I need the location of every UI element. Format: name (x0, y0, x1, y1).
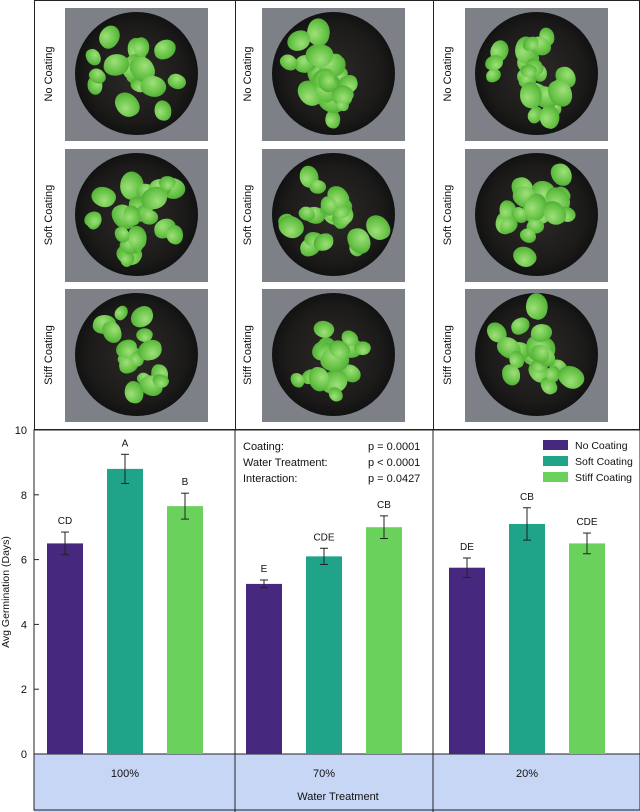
y-tick-label: 10 (15, 425, 27, 437)
significance-letter: CD (58, 516, 72, 527)
y-tick-label: 0 (21, 749, 27, 761)
stat-value: p = 0.0427 (368, 473, 420, 485)
x-axis-label: Water Treatment (297, 791, 379, 803)
significance-letter: B (182, 477, 189, 488)
bar (509, 523, 545, 754)
significance-letter: CDE (576, 517, 597, 528)
category-labels: 100% 70% 20% (111, 768, 538, 780)
stat-label: Interaction: (243, 473, 297, 485)
legend-swatch (543, 440, 568, 450)
legend: No Coating Soft Coating Stiff Coating (543, 440, 633, 484)
plant-photo (465, 149, 608, 282)
x-axis-band (34, 754, 640, 812)
bar (246, 583, 282, 754)
stat-value: p < 0.0001 (368, 457, 420, 469)
bar (167, 506, 203, 754)
legend-label: Stiff Coating (575, 472, 632, 484)
plant-photo (465, 8, 608, 141)
plant-photo (262, 289, 405, 422)
significance-letter: E (261, 564, 268, 575)
legend-label: No Coating (575, 440, 628, 452)
bar (107, 468, 143, 754)
bar (47, 543, 83, 754)
stat-label: Coating: (243, 441, 284, 453)
y-tick-label: 2 (21, 684, 27, 696)
y-tick-label: 8 (21, 490, 27, 502)
legend-swatch (543, 472, 568, 482)
y-tick-label: 4 (21, 619, 27, 631)
category-label: 100% (111, 768, 139, 780)
plant-photo (262, 149, 405, 282)
y-tick-label: 6 (21, 555, 27, 567)
bar (569, 543, 605, 754)
stat-label: Water Treatment: (243, 457, 328, 469)
significance-letter: CB (377, 500, 391, 511)
bar (449, 567, 485, 754)
stat-value: p = 0.0001 (368, 441, 420, 453)
category-label: 20% (516, 768, 538, 780)
bar (366, 527, 402, 754)
chart-frame (33, 429, 640, 811)
plant-photo (262, 8, 405, 141)
y-axis: 0 2 4 6 8 10 (15, 425, 39, 761)
plant-photo (65, 289, 208, 422)
significance-letter: DE (460, 542, 474, 553)
legend-swatch (543, 456, 568, 466)
plant-photo (65, 149, 208, 282)
y-axis-label: Avg Germination (Days) (0, 536, 12, 648)
category-label: 70% (313, 768, 335, 780)
significance-letter: CB (520, 492, 534, 503)
significance-letter: CDE (313, 532, 334, 543)
statistics-block: Coating: p = 0.0001 Water Treatment: p < 0.… (243, 441, 420, 485)
legend-label: Soft Coating (575, 456, 633, 468)
bar (306, 556, 342, 754)
significance-letter: A (122, 438, 129, 449)
plant-photo (65, 8, 208, 141)
plant-photo (465, 289, 608, 422)
